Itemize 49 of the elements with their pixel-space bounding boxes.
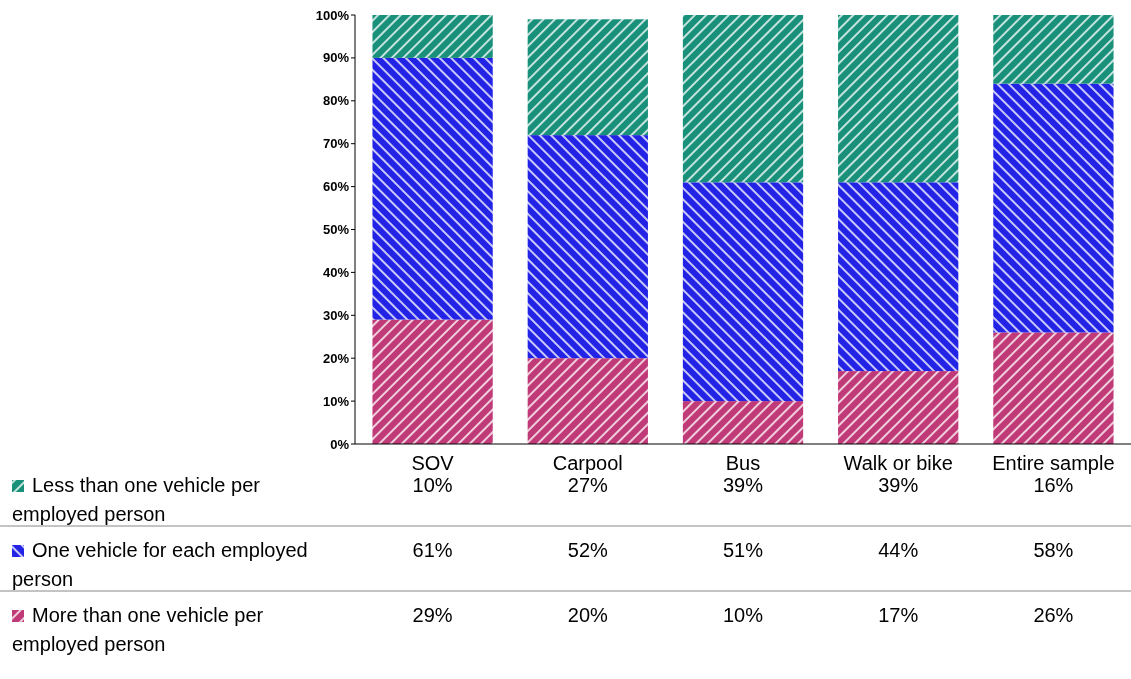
bar [838, 182, 959, 372]
data-label: 27% [567, 474, 609, 496]
bar [682, 15, 804, 183]
data-label: 39% [722, 474, 764, 496]
bar [838, 371, 959, 444]
y-tick-label: 30% [322, 307, 350, 323]
y-tick-label: 60% [322, 179, 350, 195]
bar [527, 135, 648, 359]
data-label: 39% [878, 474, 919, 496]
y-tick-label: 20% [322, 350, 350, 366]
bar [527, 19, 648, 136]
data-label: 26% [1033, 604, 1074, 626]
data-label: 10% [412, 474, 453, 496]
bar [372, 15, 493, 58]
bar [993, 15, 1114, 84]
y-tick-label: 50% [322, 222, 350, 238]
y-tick-label: 70% [322, 136, 350, 152]
x-tick-label: Entire sample [992, 452, 1115, 474]
bar [682, 401, 804, 444]
y-tick-label: 40% [322, 264, 350, 280]
data-label: 58% [1033, 539, 1074, 561]
bar [993, 332, 1114, 444]
bar [682, 182, 804, 402]
data-label: 17% [878, 604, 919, 626]
legend-label: More than one vehicle per employed person [12, 604, 264, 655]
bar [993, 83, 1114, 333]
bar [838, 15, 959, 183]
data-label: 16% [1033, 474, 1074, 496]
data-label: 52% [567, 539, 609, 561]
bar [527, 358, 648, 444]
y-tick-label: 80% [322, 93, 350, 109]
x-tick-label: SOV [411, 452, 455, 474]
data-label: 29% [412, 604, 453, 626]
legend-label: One vehicle for each employed person [12, 539, 308, 590]
legend-label: Less than one vehicle per employed person [12, 474, 261, 525]
data-label: 10% [722, 604, 764, 626]
x-tick-label: Bus [725, 452, 761, 474]
bar [372, 319, 493, 444]
bar [372, 57, 493, 320]
data-label: 51% [722, 539, 764, 561]
y-tick-label: 100% [315, 7, 350, 23]
data-label: 44% [878, 539, 919, 561]
data-label: 20% [567, 604, 609, 626]
y-tick-label: 10% [322, 393, 350, 409]
y-tick-label: 0% [330, 436, 350, 452]
data-label: 61% [412, 539, 453, 561]
x-tick-label: Walk or bike [843, 452, 953, 474]
y-tick-label: 90% [322, 50, 350, 66]
x-tick-label: Carpool [552, 452, 623, 474]
